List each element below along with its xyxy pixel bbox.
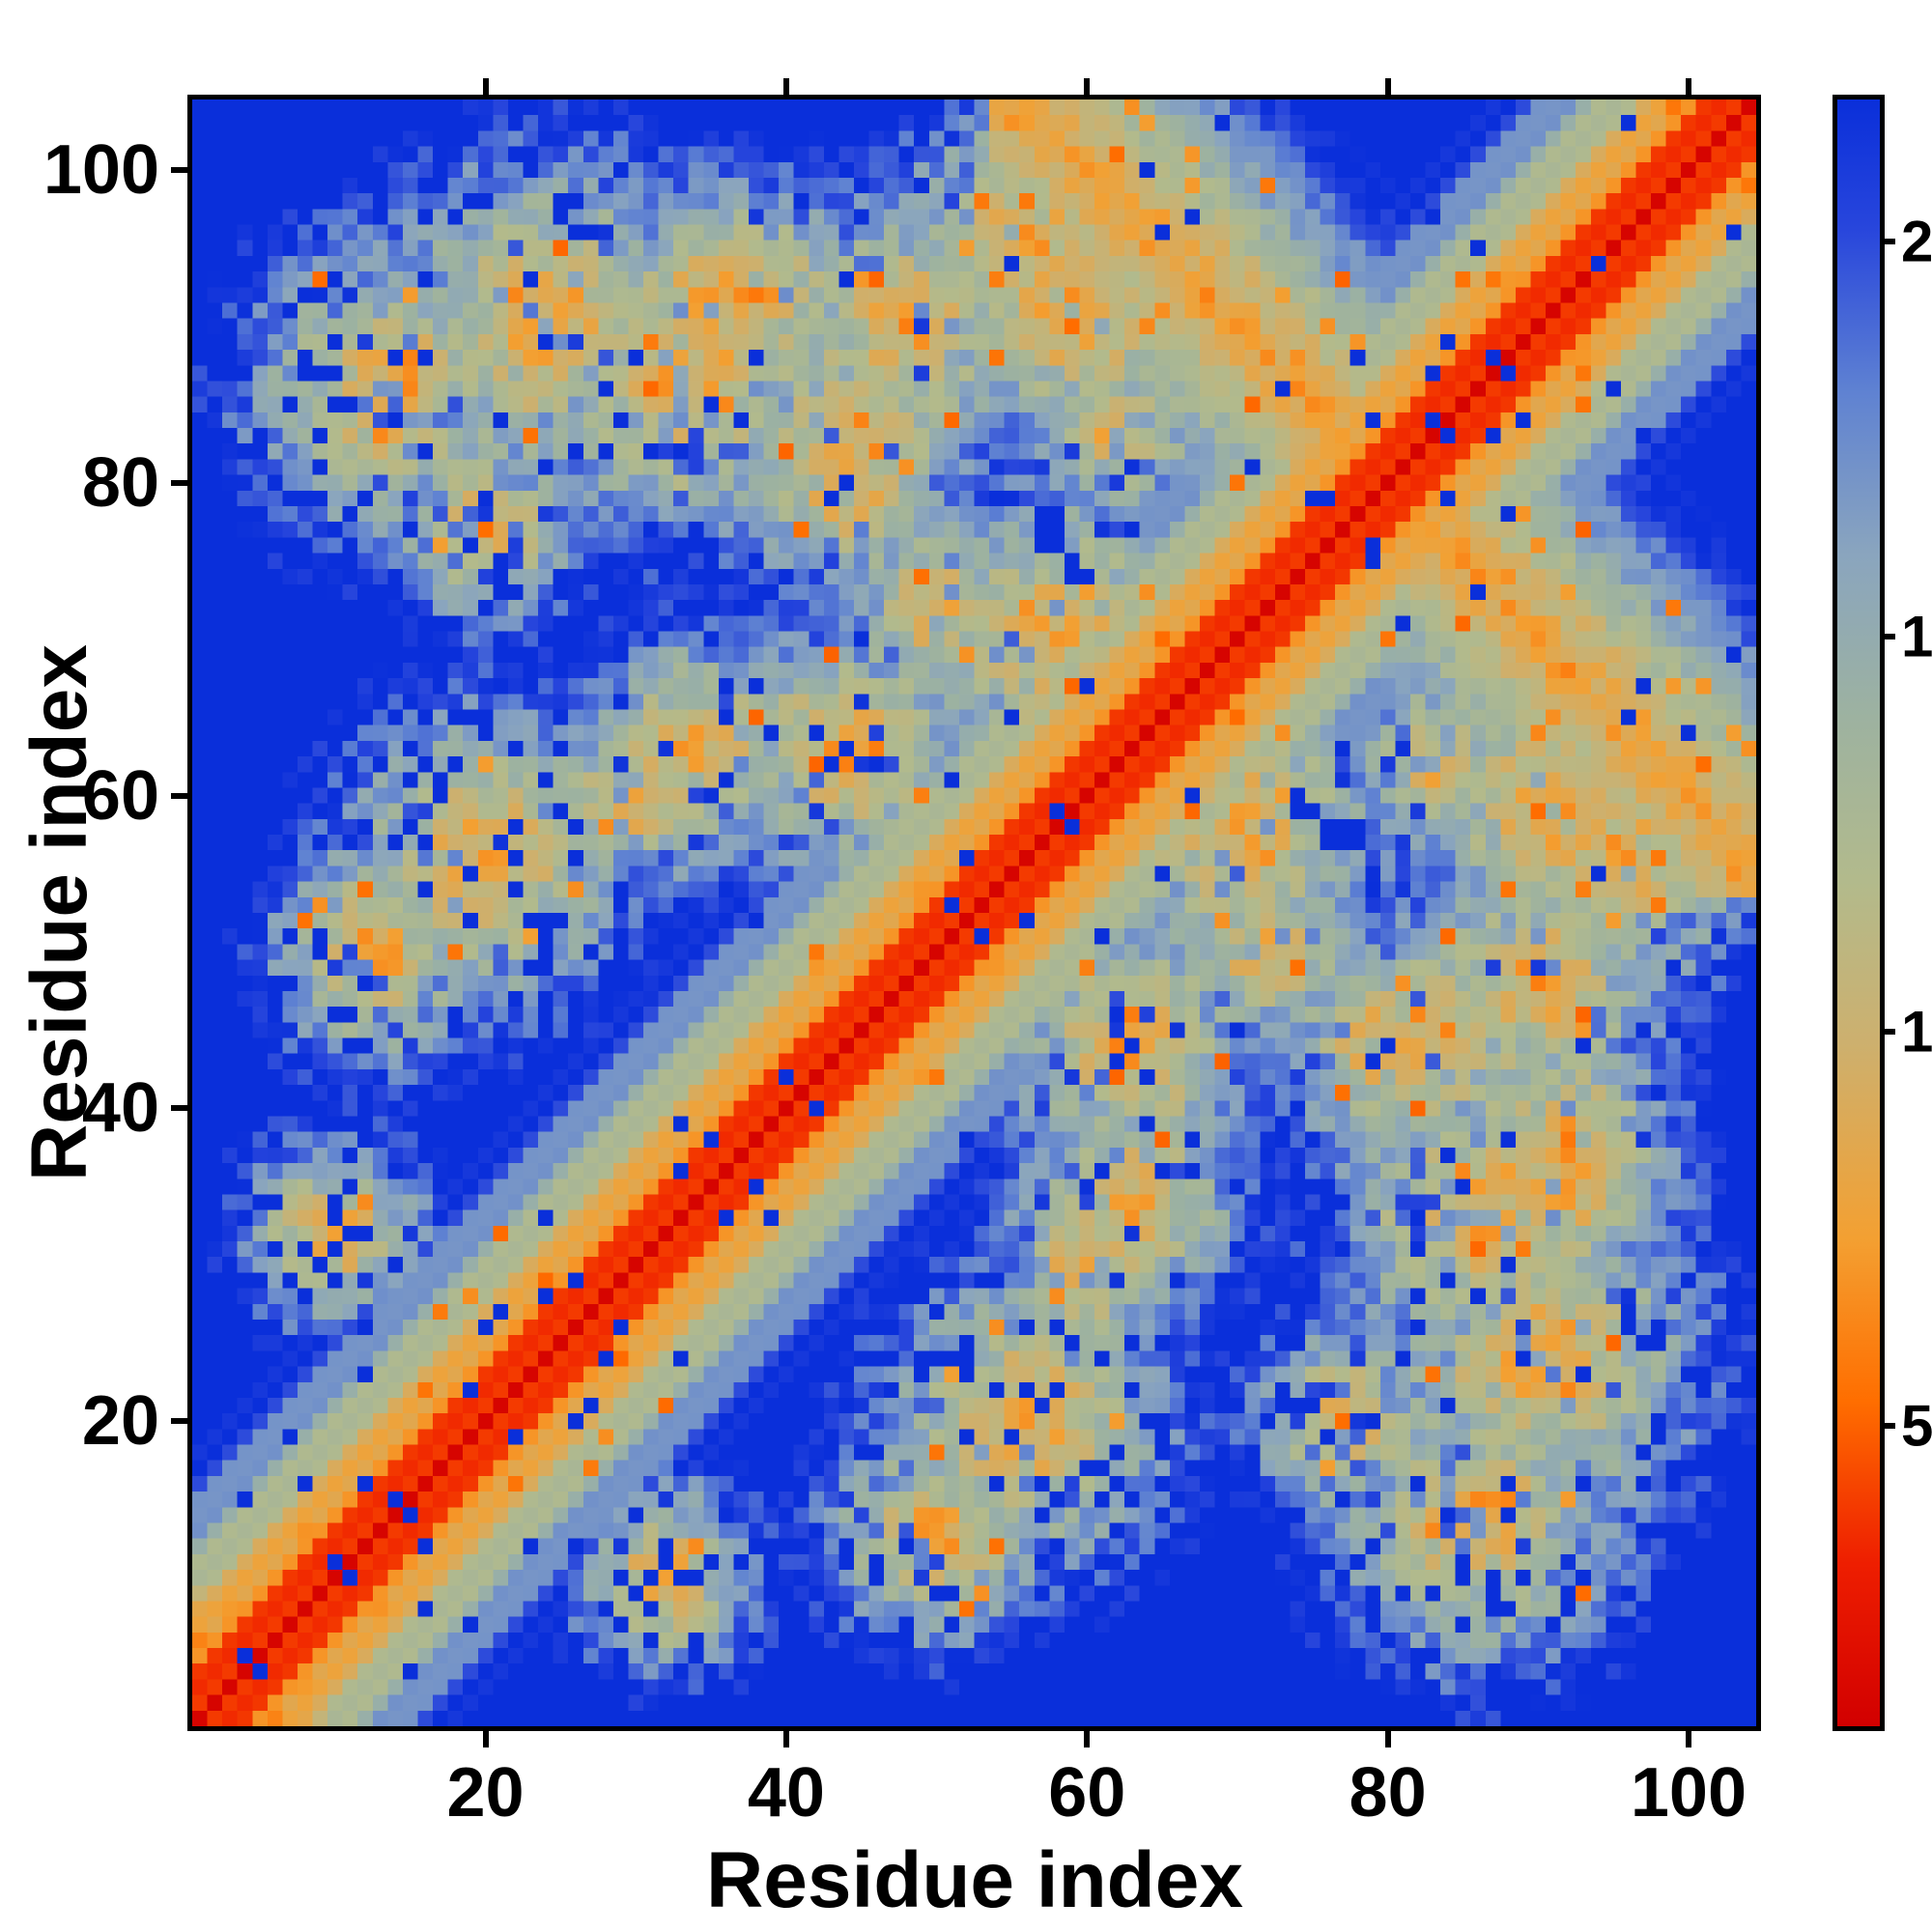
y-tick-label: 60 bbox=[81, 756, 159, 835]
plot-area bbox=[187, 95, 1761, 1731]
colorbar-tick-mark bbox=[1880, 633, 1895, 639]
x-tick-mark bbox=[1685, 1726, 1691, 1747]
x-tick-mark-top bbox=[1384, 78, 1391, 99]
colorbar bbox=[1833, 95, 1885, 1731]
colorbar-tick-mark bbox=[1880, 1423, 1895, 1430]
colorbar-tick-mark bbox=[1880, 239, 1895, 245]
x-tick-mark bbox=[1384, 1726, 1391, 1747]
colorbar-tick-label: 10 bbox=[1901, 999, 1932, 1065]
y-tick-mark bbox=[171, 1105, 192, 1112]
y-tick-mark bbox=[171, 479, 192, 486]
x-tick-mark-top bbox=[1084, 78, 1091, 99]
colorbar-tick-label: 20 bbox=[1901, 209, 1932, 274]
heatmap-canvas bbox=[192, 99, 1756, 1726]
x-tick-label: 100 bbox=[1630, 1754, 1747, 1832]
x-tick-label: 20 bbox=[446, 1754, 525, 1832]
colorbar-tick-label: 5 bbox=[1901, 1393, 1932, 1459]
x-tick-mark-top bbox=[782, 78, 789, 99]
x-tick-label: 80 bbox=[1349, 1754, 1427, 1832]
y-tick-label: 80 bbox=[81, 443, 159, 522]
y-tick-label: 100 bbox=[43, 130, 159, 209]
x-tick-mark-top bbox=[482, 78, 489, 99]
y-tick-mark bbox=[171, 1418, 192, 1425]
x-tick-mark-top bbox=[1685, 78, 1691, 99]
x-tick-label: 60 bbox=[1048, 1754, 1126, 1832]
x-tick-mark bbox=[1084, 1726, 1091, 1747]
y-tick-mark bbox=[171, 792, 192, 799]
x-tick-mark bbox=[782, 1726, 789, 1747]
x-axis-title: Residue index bbox=[706, 1836, 1243, 1924]
y-tick-label: 20 bbox=[81, 1382, 159, 1461]
colorbar-tick-mark bbox=[1880, 1028, 1895, 1035]
x-tick-label: 40 bbox=[747, 1754, 825, 1832]
y-tick-mark bbox=[171, 166, 192, 173]
y-tick-label: 40 bbox=[81, 1069, 159, 1148]
x-tick-mark bbox=[482, 1726, 489, 1747]
colorbar-tick-label: 15 bbox=[1901, 604, 1932, 669]
